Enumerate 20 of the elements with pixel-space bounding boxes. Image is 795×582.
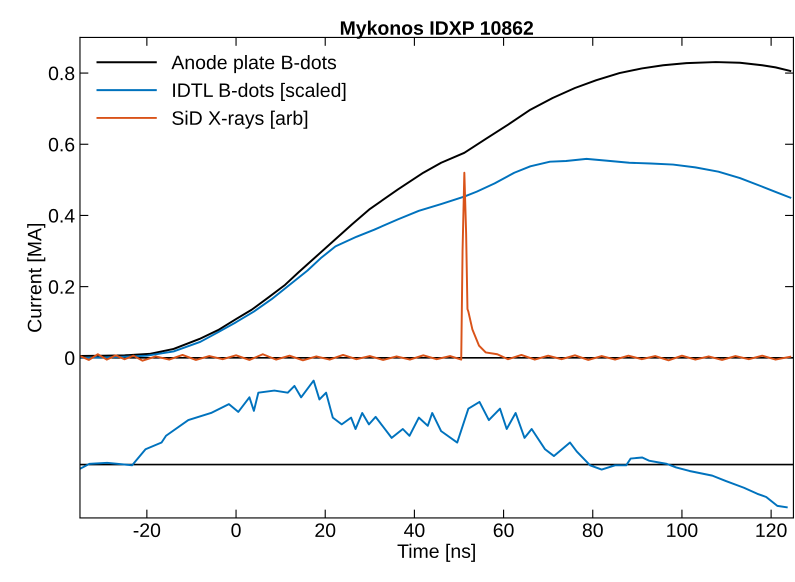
y-tick-label: 0 bbox=[65, 351, 74, 366]
legend-label: Anode plate B-dots bbox=[171, 54, 336, 74]
x-tick-label: 0 bbox=[231, 523, 241, 538]
x-tick-label: 20 bbox=[315, 523, 336, 538]
x-tick-label: 120 bbox=[756, 523, 787, 538]
y-tick-label: 0.2 bbox=[48, 280, 74, 294]
x-tick-label: 80 bbox=[582, 523, 603, 538]
x-axis-title: Time [ns] bbox=[398, 544, 475, 562]
x-tick-label: 60 bbox=[494, 523, 514, 538]
y-tick-label: 0.8 bbox=[48, 66, 74, 80]
x-tick-label: 40 bbox=[404, 523, 424, 538]
legend-label: IDTL B-dots [scaled] bbox=[173, 82, 346, 101]
y-tick-label: 0.4 bbox=[48, 208, 75, 223]
y-axis-title: Current [MA] bbox=[27, 224, 46, 332]
legend-label: SiD X-rays [arb] bbox=[172, 110, 308, 129]
x-tick-label: 100 bbox=[667, 523, 698, 538]
chart-title: Mykonos IDXP 10862 bbox=[340, 20, 534, 39]
y-tick-label: 0.6 bbox=[48, 138, 74, 152]
line-series bbox=[80, 380, 788, 508]
x-tick-label: -20 bbox=[134, 523, 160, 538]
